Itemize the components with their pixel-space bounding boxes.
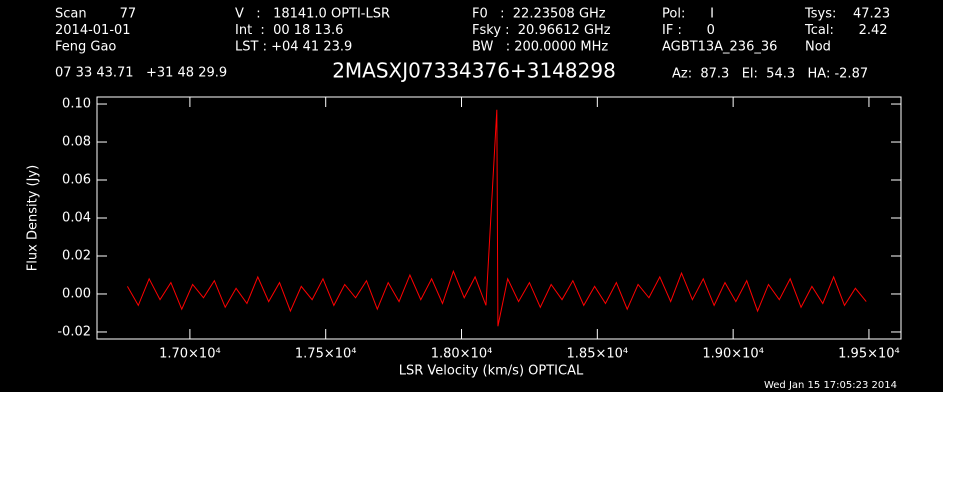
header-field: F0 : 22.23508 GHz: [472, 7, 606, 22]
header-field: BW : 200.0000 MHz: [472, 40, 608, 55]
y-axis-label: Flux Density (Jy): [26, 165, 41, 271]
background: [0, 0, 943, 392]
x-tick-label: 1.90×10⁴: [702, 347, 764, 362]
header-field: Pol: I: [662, 7, 714, 22]
header-field: Int : 00 18 13.6: [235, 23, 343, 38]
header-field: Scan 77: [55, 7, 136, 22]
y-tick-label: 0.08: [62, 135, 91, 150]
header-field: Feng Gao: [55, 40, 116, 55]
x-axis-label: LSR Velocity (km/s) OPTICAL: [399, 364, 584, 379]
header-field: Fsky : 20.96612 GHz: [472, 23, 611, 38]
y-tick-label: 0.04: [62, 211, 91, 226]
chart-title: 2MASXJ07334376+3148298: [332, 59, 616, 83]
y-tick-label: 0.10: [62, 97, 91, 112]
header-field: 2014-01-01: [55, 23, 131, 38]
timestamp: Wed Jan 15 17:05:23 2014: [764, 380, 897, 391]
coordinates: 07 33 43.71 +31 48 29.9: [55, 66, 227, 81]
y-tick-label: 0.06: [62, 173, 91, 188]
header-field: Tcal: 2.42: [804, 23, 888, 38]
y-tick-label: 0.00: [62, 286, 91, 301]
spectrum-line: [126, 109, 867, 327]
y-tick-label: 0.02: [62, 248, 91, 263]
x-tick-label: 1.85×10⁴: [567, 347, 629, 362]
x-tick-label: 1.95×10⁴: [838, 347, 900, 362]
header-field: LST : +04 41 23.9: [235, 40, 352, 55]
header-field: Tsys: 47.23: [804, 7, 890, 22]
x-tick-label: 1.70×10⁴: [159, 347, 221, 362]
header-field: IF : 0: [662, 23, 715, 38]
pointing: Az: 87.3 El: 54.3 HA: -2.87: [672, 67, 868, 82]
header-field: V : 18141.0 OPTI-LSR: [235, 7, 390, 22]
header-field: AGBT13A_236_36: [662, 40, 777, 55]
x-tick-label: 1.75×10⁴: [295, 347, 357, 362]
x-tick-label: 1.80×10⁴: [431, 347, 493, 362]
header-field: Nod: [805, 40, 831, 55]
y-tick-label: -0.02: [57, 324, 91, 339]
